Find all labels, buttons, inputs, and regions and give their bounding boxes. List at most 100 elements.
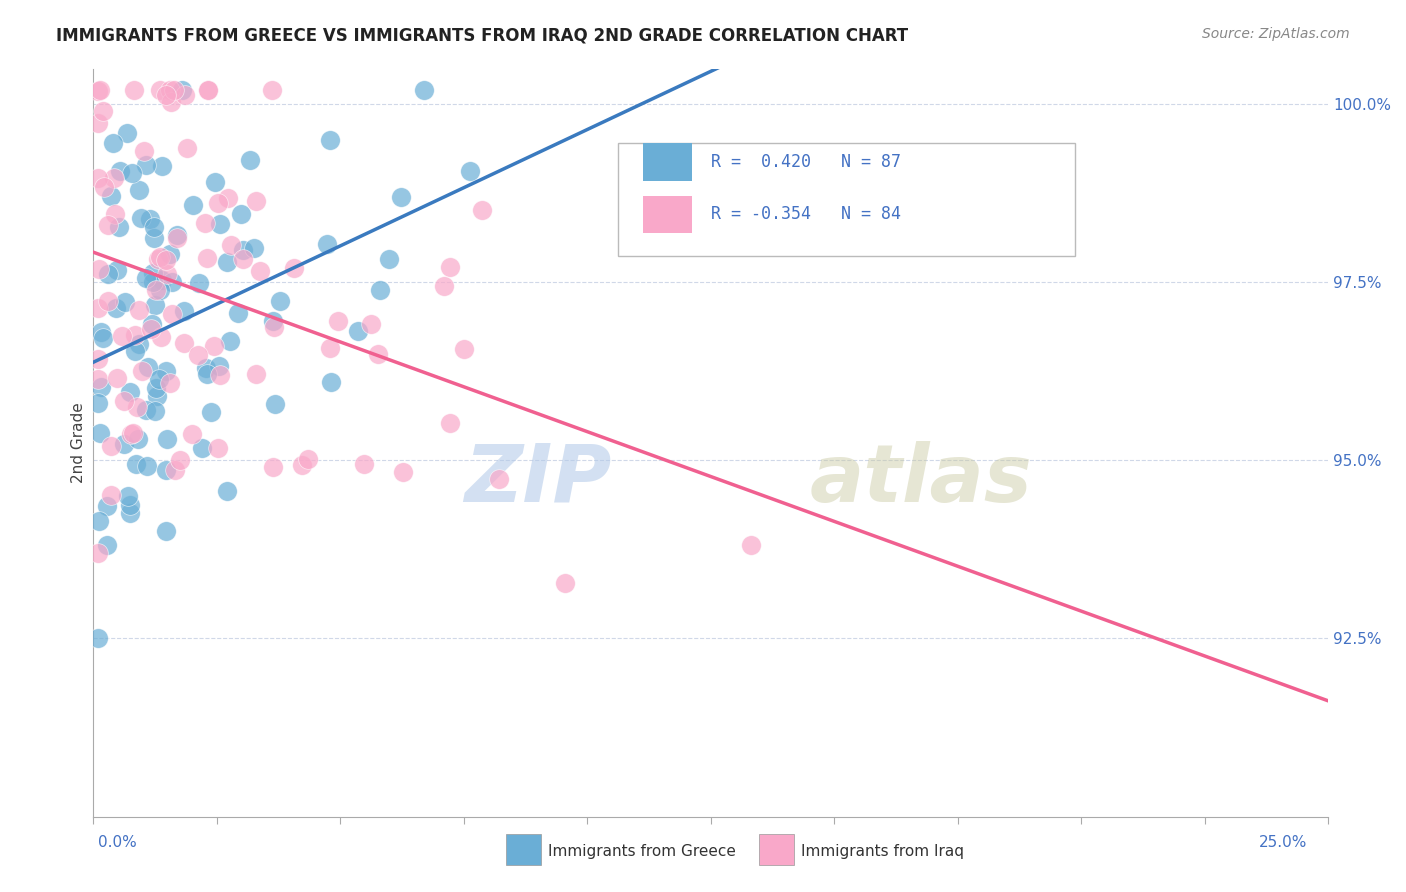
Point <box>100 188 122 202</box>
Point <box>232 243 254 257</box>
Point <box>87 301 110 315</box>
Point <box>122 426 145 441</box>
Point <box>155 363 177 377</box>
Point <box>195 368 218 382</box>
Point <box>143 220 166 235</box>
Point <box>124 343 146 358</box>
Point <box>105 263 128 277</box>
Point <box>89 261 111 276</box>
Text: R = -0.354   N = 84: R = -0.354 N = 84 <box>710 205 901 223</box>
Point <box>217 191 239 205</box>
Point <box>181 427 204 442</box>
Point <box>124 83 146 97</box>
Point <box>139 212 162 227</box>
Point <box>117 489 139 503</box>
Point <box>90 326 112 340</box>
Point <box>131 364 153 378</box>
Point <box>97 293 120 308</box>
Point <box>165 463 187 477</box>
Point <box>458 164 481 178</box>
Point <box>142 266 165 280</box>
Point <box>439 416 461 430</box>
Point <box>97 267 120 281</box>
Point <box>104 301 127 315</box>
Point <box>170 83 193 97</box>
Point <box>159 95 181 109</box>
Point <box>269 293 291 308</box>
Point <box>145 298 167 312</box>
Point <box>118 384 141 399</box>
Point <box>471 203 494 218</box>
Point <box>208 368 231 382</box>
Text: Source: ZipAtlas.com: Source: ZipAtlas.com <box>1202 27 1350 41</box>
Point <box>166 231 188 245</box>
Text: 25.0%: 25.0% <box>1260 836 1308 850</box>
Point <box>219 334 242 349</box>
Point <box>226 306 249 320</box>
Point <box>143 404 166 418</box>
Point <box>197 83 219 97</box>
Point <box>283 261 305 276</box>
Point <box>378 252 401 267</box>
Point <box>263 320 285 334</box>
Point <box>142 230 165 244</box>
Point <box>173 88 195 103</box>
Point <box>121 166 143 180</box>
Point <box>194 360 217 375</box>
Point <box>124 328 146 343</box>
Point <box>111 328 134 343</box>
Point <box>243 241 266 255</box>
Point <box>389 190 412 204</box>
Point <box>87 372 110 386</box>
Point <box>488 472 510 486</box>
Point <box>135 158 157 172</box>
Point <box>93 180 115 194</box>
Point <box>155 252 177 267</box>
Point <box>146 252 169 266</box>
Point <box>97 218 120 232</box>
Point <box>127 432 149 446</box>
Text: Immigrants from Greece: Immigrants from Greece <box>548 845 737 859</box>
Point <box>87 84 110 98</box>
Point <box>155 524 177 538</box>
Point <box>166 227 188 242</box>
Point <box>141 317 163 331</box>
Point <box>453 342 475 356</box>
Point <box>207 441 229 455</box>
Point <box>160 275 183 289</box>
Point <box>219 237 242 252</box>
FancyBboxPatch shape <box>619 144 1076 255</box>
Point <box>156 267 179 281</box>
Point <box>118 498 141 512</box>
Point <box>135 402 157 417</box>
Point <box>149 283 172 297</box>
Point <box>360 317 382 331</box>
Point <box>297 452 319 467</box>
Point <box>554 576 576 591</box>
Point <box>215 483 238 498</box>
Point <box>392 465 415 479</box>
Point <box>319 341 342 355</box>
Point <box>120 427 142 442</box>
Point <box>209 217 232 231</box>
Point <box>146 389 169 403</box>
Point <box>128 183 150 197</box>
Point <box>188 276 211 290</box>
Point <box>215 255 238 269</box>
Point <box>103 171 125 186</box>
Point <box>367 347 389 361</box>
Text: 0.0%: 0.0% <box>98 836 138 850</box>
Point <box>195 251 218 265</box>
Text: ZIP: ZIP <box>464 441 612 519</box>
Point <box>319 133 342 147</box>
Point <box>142 275 165 289</box>
Point <box>104 207 127 221</box>
Point <box>204 175 226 189</box>
Point <box>262 314 284 328</box>
Point <box>200 405 222 419</box>
Point <box>150 330 173 344</box>
Point <box>90 380 112 394</box>
Point <box>105 371 128 385</box>
Point <box>128 336 150 351</box>
Point <box>145 380 167 394</box>
